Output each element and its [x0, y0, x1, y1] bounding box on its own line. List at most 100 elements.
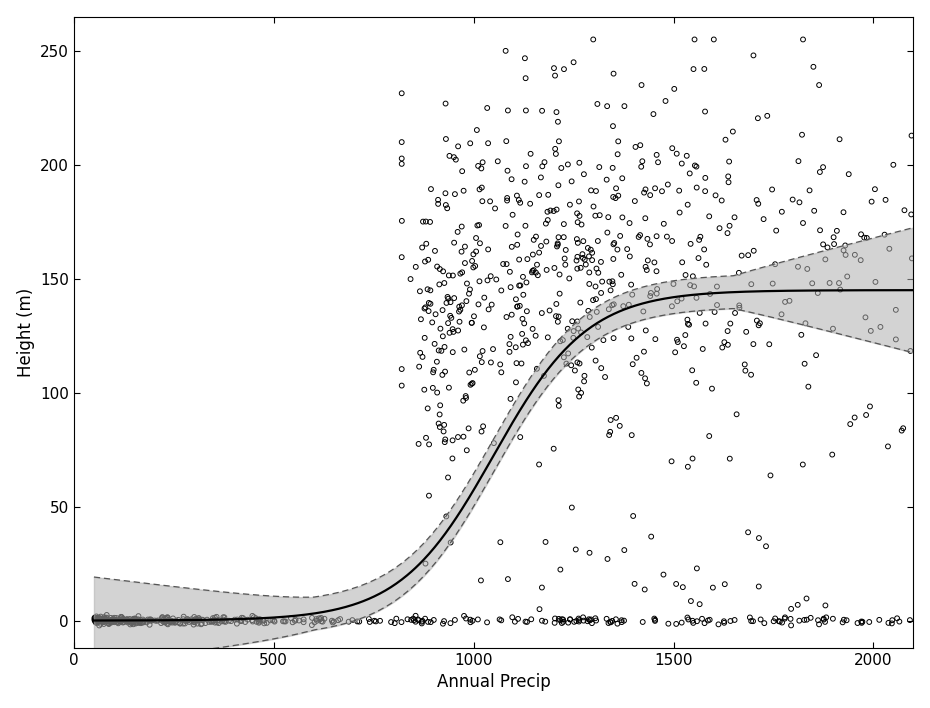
Point: [668, 347, 683, 358]
Point: [502, 266, 517, 278]
Point: [903, 346, 918, 357]
Point: [591, 235, 605, 246]
Point: [646, 108, 661, 120]
Point: [859, 232, 874, 244]
Point: [309, 613, 324, 624]
Point: [665, 235, 680, 246]
Point: [437, 278, 452, 289]
Point: [549, 298, 564, 309]
Point: [487, 202, 502, 214]
Point: [277, 616, 292, 627]
Point: [415, 351, 430, 362]
Point: [614, 269, 629, 280]
Point: [92, 620, 107, 631]
Point: [763, 469, 777, 481]
Point: [555, 614, 570, 625]
Point: [435, 331, 450, 342]
Point: [463, 137, 478, 149]
Point: [296, 617, 311, 628]
Point: [500, 105, 515, 116]
Point: [640, 233, 655, 244]
Point: [435, 618, 450, 629]
Point: [441, 293, 456, 304]
Point: [304, 620, 319, 631]
Point: [565, 502, 579, 513]
Point: [149, 615, 164, 627]
Point: [588, 281, 603, 292]
Point: [93, 611, 108, 622]
Point: [92, 613, 107, 624]
Point: [538, 536, 553, 547]
Point: [238, 617, 253, 628]
Point: [603, 426, 618, 438]
Point: [586, 295, 601, 306]
Point: [711, 619, 726, 630]
Point: [113, 616, 127, 627]
Point: [822, 278, 837, 289]
Point: [425, 382, 440, 394]
Point: [107, 616, 122, 627]
Point: [565, 176, 579, 187]
Point: [681, 318, 696, 329]
Point: [521, 338, 536, 349]
Point: [753, 614, 768, 625]
Point: [559, 358, 574, 370]
Point: [515, 339, 530, 350]
Point: [129, 617, 144, 628]
Point: [566, 616, 581, 627]
Point: [88, 617, 103, 628]
Point: [504, 241, 519, 253]
Point: [90, 616, 105, 627]
Point: [103, 612, 118, 624]
Point: [417, 303, 432, 314]
Point: [572, 391, 587, 402]
Point: [503, 393, 518, 404]
Point: [144, 615, 159, 626]
Point: [514, 358, 529, 369]
Point: [675, 256, 690, 268]
Point: [172, 617, 187, 629]
Point: [193, 619, 208, 630]
Point: [551, 316, 565, 327]
Point: [188, 617, 203, 628]
Point: [588, 355, 603, 366]
Point: [457, 610, 472, 622]
Point: [551, 232, 566, 243]
Point: [563, 614, 578, 625]
Point: [697, 244, 711, 255]
Point: [693, 231, 708, 242]
Point: [500, 573, 515, 585]
Point: [187, 617, 202, 628]
Point: [608, 193, 623, 204]
Point: [617, 544, 631, 556]
Point: [795, 34, 810, 45]
Point: [686, 64, 701, 75]
Point: [496, 258, 511, 270]
Point: [518, 220, 533, 232]
Point: [698, 172, 712, 183]
Point: [154, 612, 169, 623]
Point: [722, 220, 737, 232]
Point: [574, 326, 589, 338]
Point: [119, 614, 134, 625]
Point: [582, 312, 597, 323]
Point: [475, 346, 490, 357]
Point: [159, 613, 174, 624]
Point: [729, 409, 744, 420]
Point: [443, 297, 458, 308]
Point: [702, 614, 717, 625]
Point: [827, 239, 842, 250]
Point: [549, 204, 564, 215]
Point: [432, 263, 447, 275]
Point: [366, 615, 381, 627]
Point: [119, 614, 134, 625]
Point: [121, 616, 136, 627]
Point: [481, 137, 496, 149]
Point: [466, 262, 481, 273]
Point: [441, 317, 456, 329]
Point: [551, 394, 565, 406]
Point: [472, 350, 487, 362]
Point: [215, 616, 230, 627]
Point: [457, 185, 472, 196]
Point: [680, 612, 695, 623]
